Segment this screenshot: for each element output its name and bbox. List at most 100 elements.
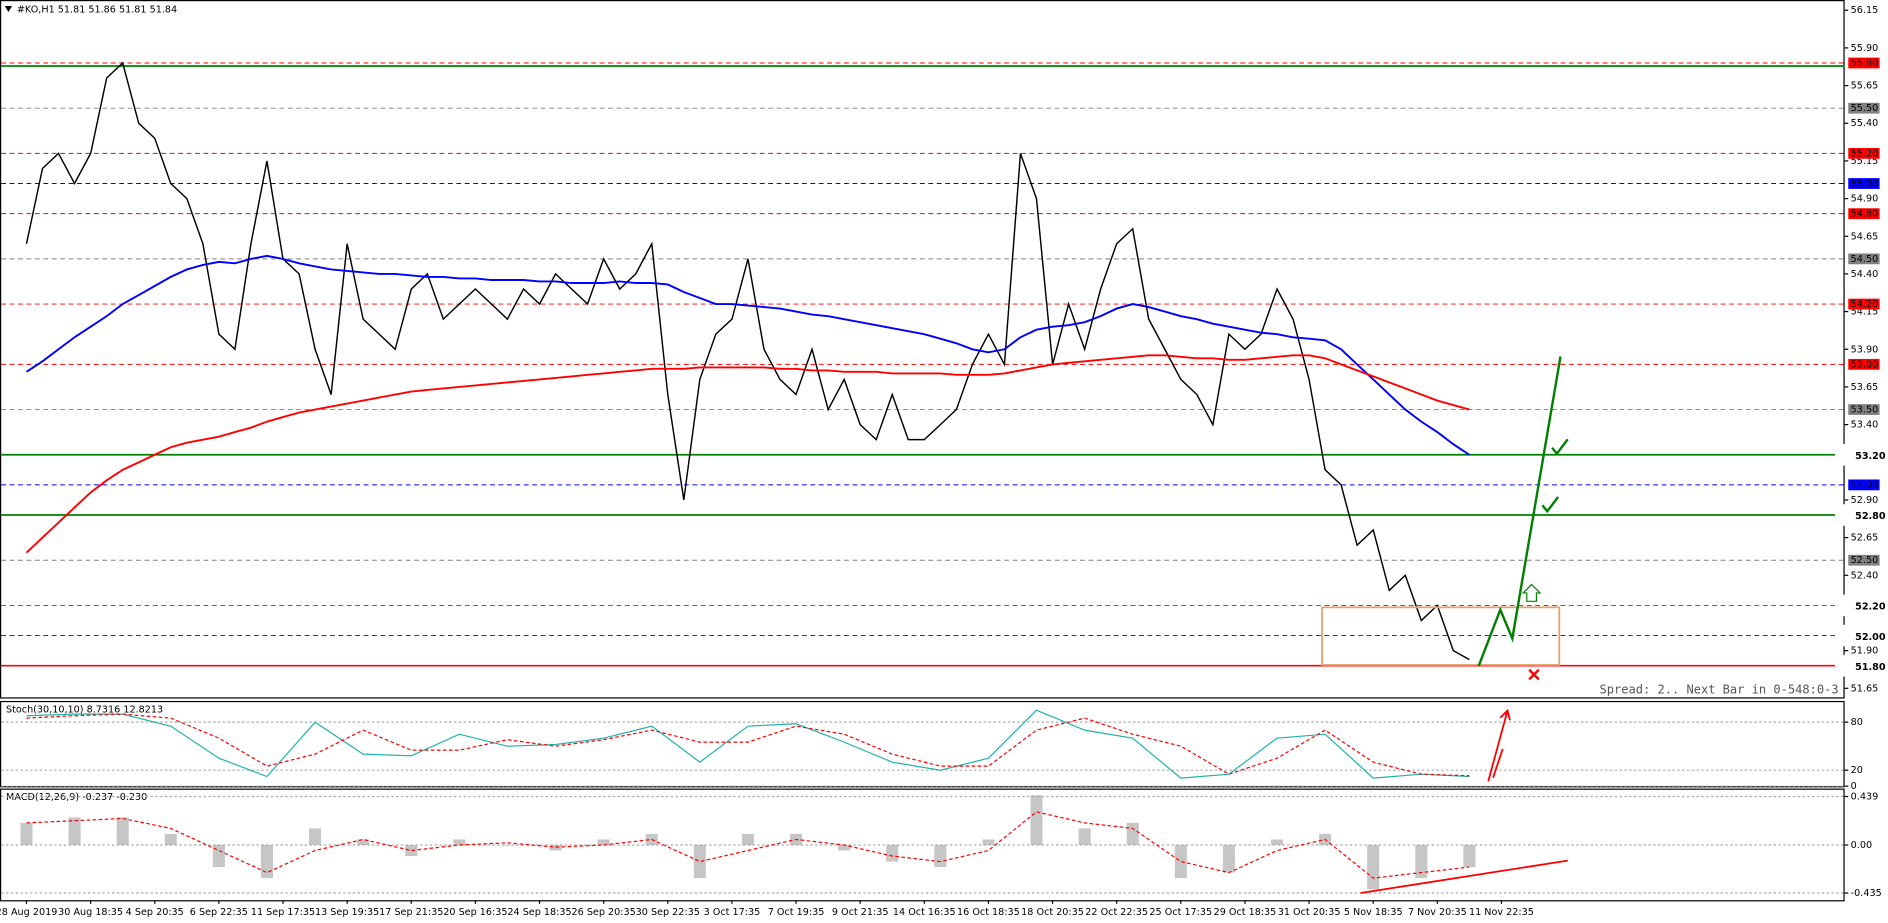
macd-panel [0, 788, 1845, 902]
stoch-arrow [1487, 708, 1511, 782]
level-tag-label: 55.20 [1851, 148, 1879, 159]
x-tick-label: 7 Nov 20:35 [1408, 907, 1467, 918]
level-tag [1848, 404, 1880, 415]
level-label: 52.00 [1855, 632, 1886, 643]
level-tag [1848, 479, 1880, 491]
histogram-bar [838, 844, 851, 851]
x-tick-label: 17 Sep 21:35 [379, 907, 443, 918]
histogram-bar [20, 822, 33, 845]
y-tick-label: 54.90 [1851, 194, 1879, 205]
y-tick-label: 56.15 [1851, 5, 1879, 16]
series-line [26, 713, 1470, 777]
histogram-bar [982, 839, 995, 845]
x-tick-label: 30 Sep 22:35 [636, 907, 700, 918]
x-tick-label: 31 Oct 20:35 [1278, 907, 1341, 918]
y-tick-label: 53.65 [1851, 382, 1879, 393]
series-line [26, 811, 1470, 879]
histogram-bar [405, 844, 418, 857]
y-tick-label: 0.00 [1851, 840, 1872, 851]
stoch-panel [0, 700, 1845, 788]
level-label: 53.20 [1855, 451, 1886, 462]
level-tag [1848, 147, 1880, 159]
histogram-bar [1174, 844, 1187, 879]
level-tag [1848, 298, 1880, 310]
histogram-bar [934, 844, 947, 868]
histogram-bar [693, 844, 706, 879]
level-label-bg [1835, 654, 1888, 677]
level-tag-label: 53.00 [1851, 480, 1879, 491]
histogram-bar [309, 828, 322, 845]
y-tick-label: 55.40 [1851, 118, 1879, 129]
x-tick-label: 30 Aug 18:35 [58, 907, 123, 918]
hand-drawn-annotations [1321, 356, 1569, 894]
y-tick-label: 55.65 [1851, 81, 1879, 92]
y-tick-label: 51.65 [1851, 683, 1879, 694]
level-tag-label: 55.80 [1851, 58, 1879, 69]
level-tag-label: 55.50 [1851, 103, 1879, 114]
histogram-bar [501, 844, 514, 846]
range-box [1321, 606, 1561, 666]
chart-title: #KO,H1 51.81 51.86 51.81 51.84 [17, 5, 177, 16]
y-tick-label: 52.65 [1851, 533, 1879, 544]
x-tick-label: 13 Sep 19:35 [315, 907, 379, 918]
y-tick-label: 54.40 [1851, 269, 1879, 280]
level-label: 52.80 [1855, 511, 1886, 522]
y-tick-label: 55.90 [1851, 43, 1879, 54]
level-tag-label: 53.50 [1851, 405, 1879, 416]
histogram-bar [741, 833, 754, 845]
level-tag-label: 53.80 [1851, 359, 1879, 370]
histogram-bar [1270, 839, 1284, 845]
x-tick-label: 3 Oct 17:35 [704, 907, 761, 918]
y-tick-label: 52.40 [1851, 570, 1879, 581]
level-tag [1848, 358, 1880, 370]
histogram-bar [1030, 795, 1043, 845]
x-tick-label: 9 Oct 21:35 [832, 907, 889, 918]
histogram-bar [1222, 844, 1235, 873]
level-tag-label: 54.80 [1851, 209, 1879, 220]
main-panel [0, 0, 1845, 699]
histogram-bar [260, 844, 273, 879]
macd-divergence-line [1360, 859, 1568, 894]
x-tick-label: 14 Oct 16:35 [893, 907, 956, 918]
series-line [26, 709, 1470, 779]
x-tick-label: 26 Sep 20:35 [572, 907, 636, 918]
level-label-bg [1835, 504, 1888, 526]
x-tick-label: 6 Sep 22:35 [190, 907, 248, 918]
histogram-bar [116, 817, 129, 845]
y-tick-label: 54.15 [1851, 307, 1879, 318]
histogram-bar [886, 844, 899, 862]
x-tick-label: 18 Oct 20:35 [1021, 907, 1084, 918]
x-tick-label: 5 Nov 18:35 [1344, 907, 1403, 918]
level-label-bg [1835, 443, 1888, 466]
y-tick-label: 51.90 [1851, 646, 1879, 657]
x-tick-label: 22 Oct 22:35 [1085, 907, 1148, 918]
level-label: 51.80 [1855, 662, 1886, 673]
histogram-bar [1367, 844, 1380, 890]
y-tick-label: 53.40 [1851, 420, 1879, 431]
level-tag [1848, 208, 1880, 220]
level-tag [1848, 178, 1880, 189]
x-tick-label: 29 Oct 18:35 [1214, 907, 1277, 918]
histogram-bar [212, 844, 225, 868]
x-tick-label: 11 Nov 22:35 [1469, 907, 1534, 918]
level-label-bg [1835, 624, 1888, 647]
x-tick-label: 7 Oct 19:35 [768, 907, 825, 918]
y-tick-label: 53.90 [1851, 344, 1879, 355]
histogram-bar [453, 839, 466, 845]
level-tag [1848, 253, 1880, 265]
level-label: 52.20 [1855, 602, 1886, 613]
level-tag [1848, 554, 1880, 566]
y-tick-label: 80 [1851, 717, 1863, 728]
y-tick-label: 0.439 [1851, 792, 1879, 803]
x-tick-label: 4 Sep 20:35 [126, 907, 184, 918]
check-mark [1541, 496, 1560, 514]
histogram-bar [1078, 828, 1091, 845]
level-tag [1848, 57, 1880, 69]
check-mark [1551, 438, 1569, 456]
level-tag-label: 54.50 [1851, 254, 1879, 265]
series-line [25, 61, 1470, 661]
x-tick-label: 24 Sep 18:35 [507, 907, 571, 918]
y-tick-label: 54.65 [1851, 231, 1879, 242]
